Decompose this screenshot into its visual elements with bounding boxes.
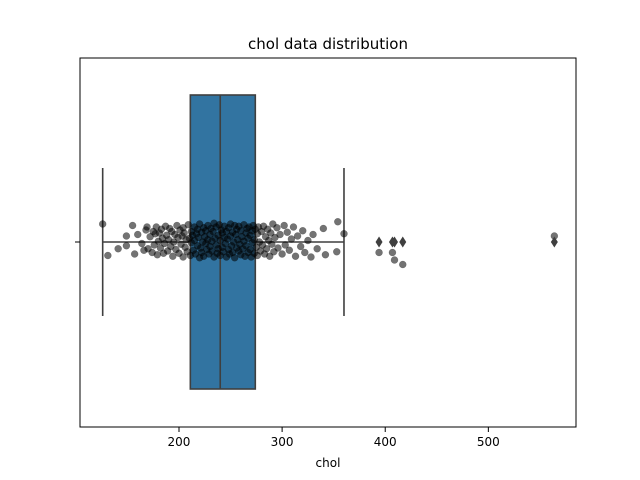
strip-point	[179, 253, 187, 261]
strip-point	[281, 241, 289, 249]
strip-point	[122, 242, 131, 250]
strip-point	[304, 236, 312, 245]
strip-point	[268, 240, 276, 248]
chart-title: chol data distribution	[248, 35, 408, 53]
strip-point	[143, 223, 151, 231]
strip-point	[138, 239, 146, 248]
strip-point	[273, 224, 281, 232]
outlier-marker	[399, 236, 407, 248]
outlier-marker	[550, 236, 558, 248]
strip-point	[333, 248, 341, 256]
strip-point	[98, 220, 107, 228]
strip-point	[301, 248, 309, 257]
strip-point	[156, 244, 165, 252]
outlier-layer	[375, 236, 558, 248]
strip-point	[283, 228, 292, 236]
strip-point	[287, 235, 296, 243]
strip-point	[309, 230, 317, 239]
strip-layer	[98, 218, 559, 269]
strip-point	[128, 221, 137, 230]
strip-point	[296, 242, 305, 251]
strip-point	[319, 224, 328, 233]
strip-point	[298, 227, 307, 235]
x-axis-label: chol	[316, 456, 341, 470]
strip-point	[334, 218, 342, 226]
strip-point	[114, 245, 122, 253]
strip-point	[104, 251, 112, 260]
strip-point	[170, 238, 178, 246]
strip-point	[180, 229, 188, 237]
strip-point	[274, 244, 282, 252]
strip-point	[265, 252, 274, 260]
strip-point	[278, 250, 286, 258]
strip-point	[399, 260, 407, 269]
strip-point	[291, 252, 300, 260]
x-tick-label: 200	[168, 435, 191, 449]
outlier-marker	[391, 236, 399, 248]
outlier-marker	[375, 236, 383, 248]
strip-point	[230, 254, 239, 262]
strip-point	[313, 245, 321, 253]
strip-point	[285, 246, 294, 254]
strip-point	[169, 252, 177, 260]
strip-point	[390, 256, 399, 264]
strip-point	[375, 248, 383, 257]
strip-point	[130, 250, 139, 258]
strip-point	[307, 253, 315, 261]
x-tick-label: 300	[271, 435, 294, 449]
strip-point	[340, 230, 348, 238]
strip-point	[122, 232, 131, 240]
strip-point	[293, 232, 302, 240]
strip-point	[262, 245, 271, 253]
strip-point	[321, 251, 330, 259]
strip-point	[184, 221, 193, 229]
strip-point	[153, 251, 162, 259]
strip-point	[289, 223, 298, 231]
strip-point	[276, 230, 284, 239]
x-axis: 200 300 400 500	[168, 427, 500, 449]
strip-point	[133, 230, 142, 239]
strip-point	[267, 229, 275, 237]
strip-point	[280, 221, 288, 230]
x-tick-label: 500	[477, 435, 500, 449]
strip-point	[388, 248, 397, 257]
x-tick-label: 400	[374, 435, 397, 449]
